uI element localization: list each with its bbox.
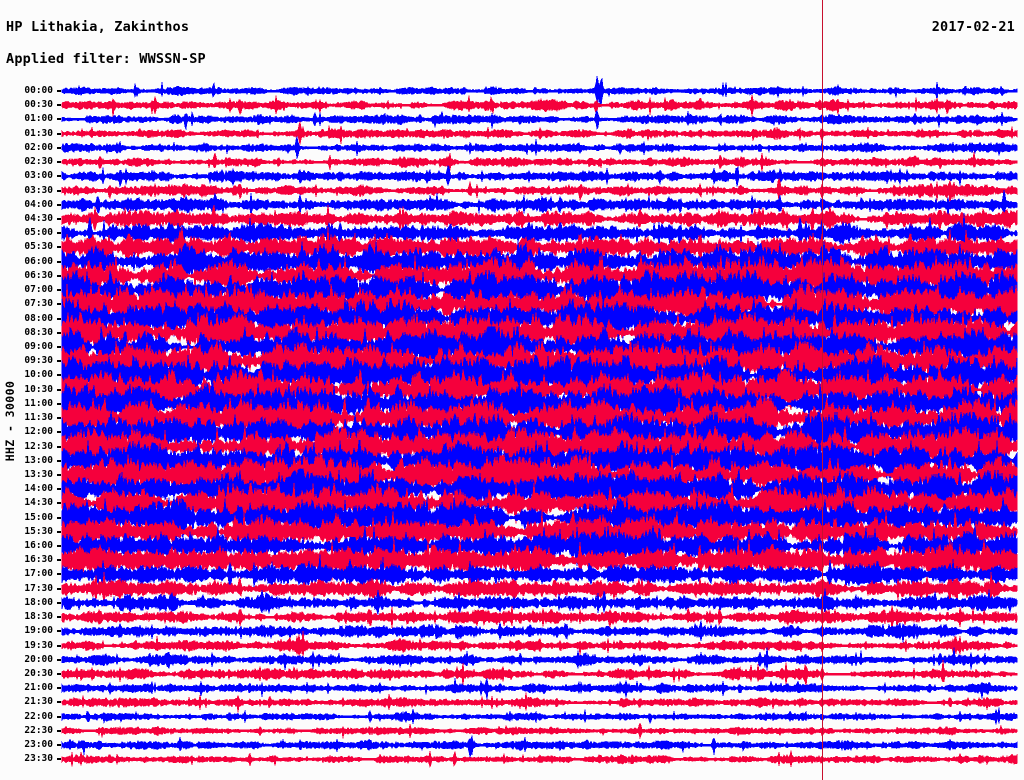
- station-title: HP Lithakia, Zakinthos: [6, 19, 190, 35]
- trace-row: [61, 204, 1018, 235]
- time-label: 09:30: [24, 355, 53, 367]
- time-label: 18:30: [24, 611, 53, 623]
- time-label: 03:30: [24, 184, 53, 196]
- trace-row: [61, 110, 1018, 131]
- time-label: 15:30: [24, 525, 53, 537]
- trace-row: [61, 152, 1018, 173]
- time-label: 06:30: [24, 269, 53, 281]
- time-label: 06:00: [24, 255, 53, 267]
- time-label: 07:30: [24, 298, 53, 310]
- trace-row: [61, 165, 1018, 188]
- time-label: 11:00: [24, 397, 53, 409]
- record-date: 2017-02-21: [931, 19, 1015, 35]
- time-label: 01:00: [24, 113, 53, 125]
- time-label: 05:30: [24, 241, 53, 253]
- time-label: 02:30: [24, 156, 53, 168]
- time-axis-labels: 00:00 00:30 01:00 01:30 02:00 02:30 03:00 03:30…: [0, 0, 56, 780]
- trace-row: [61, 750, 1018, 769]
- time-label: 17:30: [24, 582, 53, 594]
- time-label: 08:30: [24, 326, 53, 338]
- trace-row: [61, 178, 1018, 206]
- time-label: 11:30: [24, 412, 53, 424]
- time-label: 16:00: [24, 540, 53, 552]
- trace-row: [61, 511, 1018, 553]
- trace-row: [61, 120, 1018, 145]
- time-label: 13:00: [24, 454, 53, 466]
- trace-row: [61, 554, 1018, 595]
- time-label: 05:00: [24, 227, 53, 239]
- time-label: 10:30: [24, 383, 53, 395]
- time-label: 14:30: [24, 497, 53, 509]
- trace-row: [61, 735, 1018, 759]
- time-label: 08:00: [24, 312, 53, 324]
- trace-row: [61, 647, 1018, 671]
- time-label: 16:30: [24, 554, 53, 566]
- time-label: 23:00: [24, 739, 53, 751]
- time-label: 12:30: [24, 440, 53, 452]
- time-label: 23:30: [24, 753, 53, 765]
- trace-row: [61, 620, 1018, 643]
- trace-row: [61, 588, 1018, 615]
- time-label: 19:30: [24, 639, 53, 651]
- trace-row: [61, 135, 1018, 160]
- time-label: 22:00: [24, 710, 53, 722]
- time-label: 01:30: [24, 127, 53, 139]
- trace-row: [61, 722, 1018, 740]
- time-label: 20:30: [24, 668, 53, 680]
- time-label: 13:30: [24, 468, 53, 480]
- event-marker: [822, 0, 823, 780]
- time-label: 07:00: [24, 284, 53, 296]
- time-label: 18:00: [24, 596, 53, 608]
- time-label: 09:00: [24, 340, 53, 352]
- trace-row: [61, 677, 1018, 700]
- time-label: 17:00: [24, 568, 53, 580]
- applied-filter-label: Applied filter: WWSSN-SP: [6, 51, 206, 67]
- time-label: 02:00: [24, 141, 53, 153]
- time-label: 04:30: [24, 212, 53, 224]
- time-label: 19:00: [24, 625, 53, 637]
- trace-row: [61, 76, 1018, 108]
- trace-row: [61, 630, 1018, 658]
- time-label: 22:30: [24, 724, 53, 736]
- time-label: 10:00: [24, 369, 53, 381]
- trace-row: [61, 94, 1018, 117]
- trace-row: [61, 660, 1018, 687]
- time-label: 03:00: [24, 170, 53, 182]
- time-label: 21:00: [24, 682, 53, 694]
- trace-row: [61, 707, 1018, 725]
- trace-row: [61, 605, 1018, 631]
- time-label: 15:00: [24, 511, 53, 523]
- time-label: 04:00: [24, 198, 53, 210]
- time-label: 00:30: [24, 99, 53, 111]
- trace-row: [61, 189, 1018, 217]
- time-label: 14:00: [24, 483, 53, 495]
- time-label: 20:00: [24, 653, 53, 665]
- time-label: 21:30: [24, 696, 53, 708]
- time-label: 00:00: [24, 85, 53, 96]
- time-label: 12:00: [24, 426, 53, 438]
- trace-row: [61, 692, 1018, 713]
